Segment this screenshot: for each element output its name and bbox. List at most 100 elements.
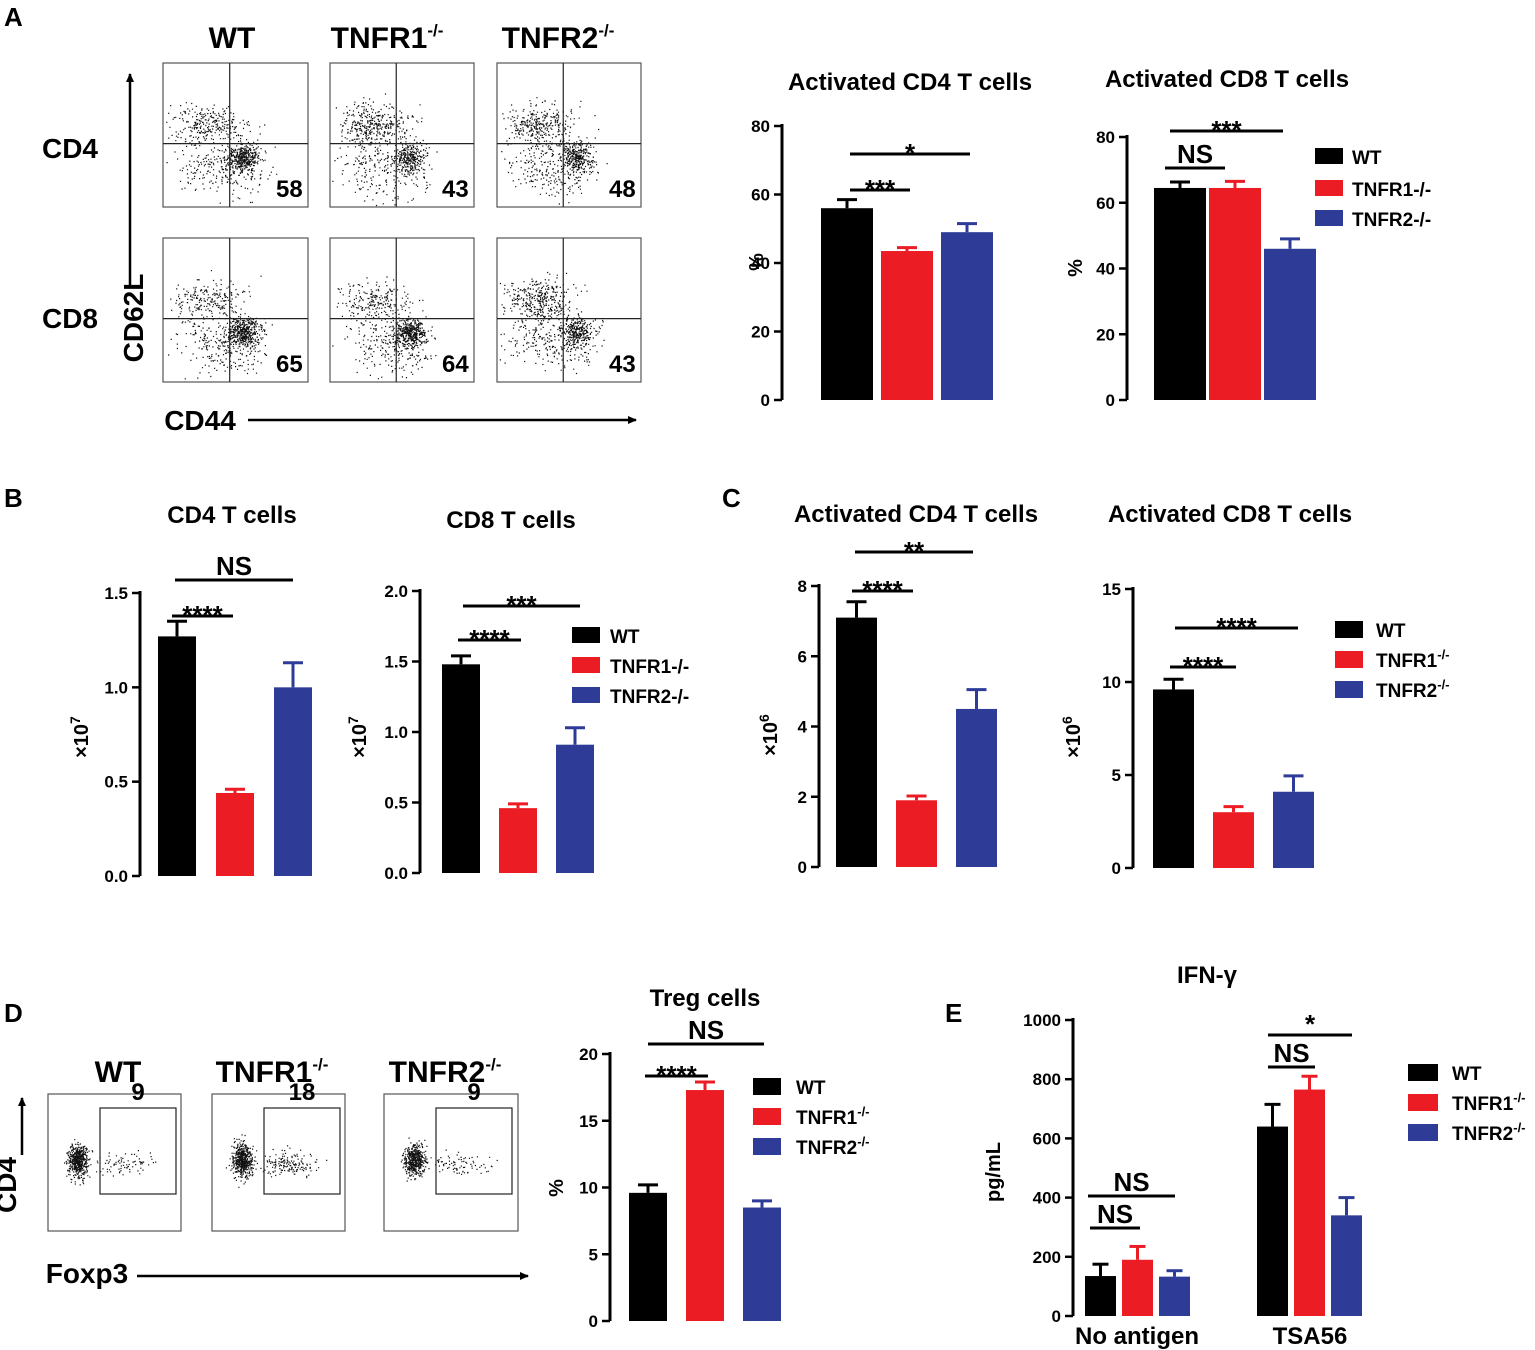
legend-c-swatch-wt: [1335, 621, 1363, 638]
panel-letter-c: C: [722, 483, 741, 513]
B_cd8-title: CD8 T cells: [446, 507, 575, 534]
A_cd8-tick-label: 0: [1106, 391, 1115, 410]
legend-a-label-wt: WT: [1352, 148, 1382, 169]
flow-d-plot-0-gate: [99, 1107, 177, 1195]
flow-d-plot-2-frame: [383, 1093, 519, 1232]
E_ifng-sig-label: NS: [1113, 1167, 1149, 1197]
panel-letter-a: A: [4, 2, 23, 32]
E_ifng-bar: [1085, 1276, 1116, 1316]
legend-c-label-wt: WT: [1376, 621, 1406, 642]
flow-d-y-label: CD4: [0, 1157, 22, 1213]
C_cd4-tick-label: 2: [798, 788, 807, 807]
legend-e-label-tnfr2: TNFR2-/-: [1452, 1120, 1526, 1145]
legend-c-label-tnfr2: TNFR2-/-: [1376, 677, 1450, 702]
E_ifng-tick-label: 400: [1033, 1189, 1061, 1208]
C_cd8-sig-label: ****: [1216, 612, 1257, 642]
A_cd4-sig-label: *: [905, 138, 916, 168]
A_cd4-tick-label: 0: [761, 391, 770, 410]
B_cd4-tick-label: 0.0: [104, 867, 128, 886]
legend-a-swatch-tnfr2: [1315, 210, 1343, 226]
E_ifng-sig-label: *: [1305, 1009, 1316, 1039]
E_ifng-sig-label: NS: [1097, 1199, 1133, 1229]
E_ifng-sig-label: NS: [1273, 1038, 1309, 1068]
C_cd4-y-label-exp: 6: [756, 714, 772, 722]
legend-d: WT TNFR1-/- TNFR2-/-: [753, 1078, 870, 1159]
E_ifng-title: IFN-γ: [1177, 962, 1238, 989]
C_cd8-bar: [1153, 689, 1194, 868]
C_cd4-sig-label: **: [904, 536, 925, 566]
E_ifng-tick-label: 200: [1033, 1248, 1061, 1267]
flow-d-plot-1-frame: [211, 1093, 346, 1232]
D_treg-tick-label: 20: [579, 1045, 598, 1064]
A_cd8-bar: [1209, 187, 1261, 400]
A_cd4-y-label: %: [746, 253, 768, 271]
C_cd8-tick-label: 0: [1112, 859, 1121, 878]
flow-a-col-tnfr1: TNFR1-/-: [331, 21, 444, 55]
flow-a-col-tnfr2: TNFR2-/-: [502, 21, 615, 55]
legend-c-label-tnfr1: TNFR1-/-: [1376, 647, 1450, 672]
D_treg-tick-label: 0: [589, 1312, 598, 1331]
E_ifng-bar: [1159, 1276, 1190, 1316]
C_cd4-tick-label: 8: [798, 577, 807, 596]
flow-a-plot-r1-c1-percentage: 64: [442, 351, 469, 378]
A_cd4-bar: [941, 232, 993, 400]
legend-d-label-wt: WT: [796, 1078, 826, 1099]
panel-letter-d: D: [4, 998, 23, 1028]
flow-a-y-label: CD62L: [118, 274, 149, 363]
flow-d-plot-0-frame: [47, 1093, 182, 1232]
C_cd4-y-label: ×106: [756, 714, 782, 756]
A_cd4-bar: [821, 208, 873, 400]
C_cd4-tick-label: 6: [798, 647, 807, 666]
C_cd8-title: Activated CD8 T cells: [1108, 501, 1352, 528]
B_cd4-y-label: ×107: [67, 716, 93, 758]
C_cd8-y-label: ×106: [1059, 716, 1085, 758]
A_cd8-y-label: %: [1065, 259, 1087, 277]
A_cd4-tick-label: 60: [751, 186, 770, 205]
flow-d-plot-0-percentage: 9: [131, 1079, 144, 1106]
flow-cytometry-panel-d: WT TNFR1-/- TNFR2-/- CD4 Foxp3: [0, 1055, 529, 1289]
legend-c: WT TNFR1-/- TNFR2-/-: [1335, 621, 1450, 702]
A_cd4-sig-label: ***: [865, 174, 896, 204]
C_cd8-tick-label: 15: [1102, 580, 1121, 599]
B_cd8-y-label-exp: 7: [345, 716, 361, 724]
flow-d-plot-2-percentage: 9: [467, 1079, 480, 1106]
E_ifng-bar: [1294, 1089, 1325, 1316]
B_cd8-sig-label: ***: [506, 590, 537, 620]
C_cd4-tick-label: 4: [798, 718, 808, 737]
flow-a-plot-r1-c2-events: [499, 271, 605, 375]
legend-b-swatch-wt: [572, 627, 600, 643]
flow-a-plot-r0-c2-percentage: 48: [609, 176, 636, 203]
panel-letter-e: E: [945, 998, 962, 1028]
A_cd8-title: Activated CD8 T cells: [1105, 66, 1349, 93]
legend-d-label-tnfr2: TNFR2-/-: [796, 1134, 870, 1159]
legend-a-swatch-tnfr1: [1315, 180, 1343, 196]
A_cd4-bar: [881, 251, 933, 400]
B_cd8-bar: [499, 808, 537, 873]
A_cd8-bar: [1154, 187, 1206, 400]
E_ifng-tick-label: 1000: [1023, 1011, 1061, 1030]
B_cd8-bar: [442, 664, 480, 873]
D_treg-bar: [743, 1207, 781, 1321]
D_treg-bar: [686, 1090, 724, 1321]
C_cd8-sig-label: ****: [1183, 651, 1224, 681]
flow-d-col-wt: WT: [95, 1056, 142, 1089]
flow-a-plot-r0-c1-frame: [329, 62, 475, 208]
legend-b-label-wt: WT: [610, 627, 640, 648]
D_treg-tick-label: 5: [589, 1245, 598, 1264]
C_cd4-bar: [836, 617, 877, 867]
flow-a-plot-r0-c2-frame: [496, 62, 642, 208]
C_cd4-tick-label: 0: [798, 858, 807, 877]
D_treg-y-label: %: [546, 1179, 568, 1197]
D_treg-tick-label: 15: [579, 1112, 598, 1131]
legend-d-label-tnfr1: TNFR1-/-: [796, 1104, 870, 1129]
legend-e-swatch-tnfr1: [1408, 1094, 1438, 1111]
flow-a-plot-r0-c2-events: [501, 97, 608, 205]
flow-a-plot-r0-c0-frame: [162, 62, 309, 208]
flow-d-plot-1-percentage: 18: [289, 1079, 316, 1106]
flow-cytometry-panel-a: WT TNFR1-/- TNFR2-/- CD4 CD8 CD62L CD44: [42, 21, 637, 436]
flow-a-plot-r1-c1-events: [332, 276, 437, 380]
D_treg-sig-label: NS: [688, 1015, 724, 1045]
C_cd8-y-label-exp: 6: [1059, 716, 1075, 724]
